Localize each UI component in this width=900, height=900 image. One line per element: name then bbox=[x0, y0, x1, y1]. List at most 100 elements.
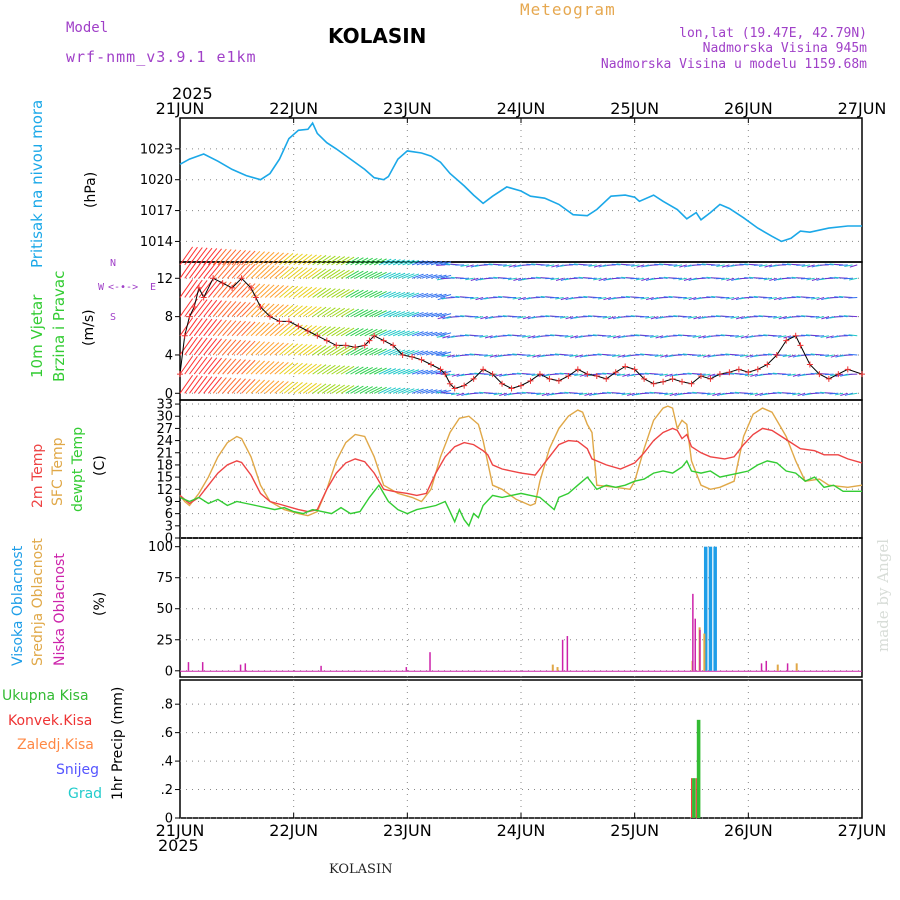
wind-arrow bbox=[489, 335, 498, 339]
wind-arrow bbox=[321, 307, 336, 318]
wind-arrow bbox=[340, 346, 355, 356]
wind-arrow bbox=[245, 283, 261, 298]
wind-arrow bbox=[373, 348, 387, 356]
wind-arrow bbox=[411, 273, 424, 279]
wind-arrow bbox=[849, 264, 858, 268]
wind-arrow bbox=[326, 365, 341, 375]
wind-arrow bbox=[807, 264, 815, 268]
wind-arrow bbox=[421, 350, 433, 356]
wind-arrow bbox=[383, 310, 397, 318]
wind-speed-marker bbox=[660, 378, 667, 385]
wind-arrow bbox=[350, 366, 364, 375]
wind-arrow bbox=[735, 335, 744, 338]
wind-speed-marker bbox=[177, 371, 183, 378]
wind-arrow bbox=[359, 290, 373, 298]
wind-arrow bbox=[848, 315, 858, 318]
wind-speed-marker bbox=[641, 375, 648, 382]
wind-arrow bbox=[560, 277, 569, 281]
wind-arrow bbox=[402, 369, 415, 375]
wind-arrow bbox=[193, 318, 208, 337]
wind-arrow bbox=[245, 360, 261, 375]
wind-arrow bbox=[479, 335, 488, 338]
temp-ytick-label: 15 bbox=[156, 471, 173, 486]
wind-arrow bbox=[430, 274, 443, 279]
wind-arrow bbox=[555, 277, 564, 281]
precip-label-total: Ukupna Kisa bbox=[2, 688, 89, 704]
wind-arrow bbox=[848, 334, 858, 337]
wind-arrow bbox=[231, 359, 246, 375]
wind-arrow bbox=[673, 334, 683, 337]
wind-arrow bbox=[359, 309, 373, 318]
wind-arrow bbox=[378, 310, 392, 318]
wind-arrow bbox=[773, 316, 782, 319]
wind-arrow bbox=[369, 386, 383, 394]
wind-speed-marker bbox=[371, 332, 378, 339]
wind-arrow bbox=[274, 252, 289, 266]
wind-arrow bbox=[397, 368, 410, 375]
wind-arrow bbox=[664, 392, 673, 396]
wind-arrow bbox=[312, 306, 327, 318]
wind-arrow bbox=[336, 256, 350, 266]
wind-arrow bbox=[212, 358, 227, 375]
wind-arrow bbox=[848, 353, 858, 356]
wind-arrow bbox=[307, 344, 322, 356]
wind-arrow bbox=[274, 362, 289, 375]
wind-arrow bbox=[317, 307, 332, 318]
wind-speed-marker bbox=[650, 380, 657, 387]
wind-arrow bbox=[388, 259, 401, 266]
wind-arrow bbox=[668, 315, 678, 318]
wind-arrow bbox=[792, 392, 801, 396]
wind-arrow bbox=[336, 346, 350, 356]
wind-arrow bbox=[392, 311, 406, 318]
wind-arrow bbox=[217, 339, 232, 356]
wind-arrow bbox=[407, 369, 420, 375]
wind-arrow bbox=[484, 354, 493, 357]
wind-arrow bbox=[198, 318, 213, 337]
wind-arrow bbox=[307, 383, 322, 394]
wind-ytick-label: 8 bbox=[165, 310, 173, 325]
wind-arrow bbox=[407, 388, 420, 394]
wind-arrow bbox=[231, 301, 246, 317]
wind-arrow bbox=[763, 277, 773, 281]
wind-arrow bbox=[326, 384, 341, 394]
wind-speed-marker bbox=[191, 304, 198, 311]
high-cloud-bar bbox=[713, 546, 717, 671]
wind-arrow bbox=[848, 296, 858, 299]
wind-arrow bbox=[437, 316, 446, 320]
wind-arrow bbox=[179, 355, 194, 375]
wind-arrow bbox=[430, 293, 443, 298]
wind-speed-marker bbox=[361, 342, 368, 349]
wind-speed-marker bbox=[446, 380, 453, 387]
wind-arrow bbox=[459, 334, 469, 337]
wind-arrow bbox=[673, 264, 683, 267]
compass-w: W bbox=[98, 282, 105, 293]
wind-arrow bbox=[641, 277, 650, 281]
conv-precip-bar bbox=[695, 778, 697, 818]
wind-arrow bbox=[241, 283, 256, 298]
wind-arrow bbox=[848, 277, 858, 281]
wind-arrow bbox=[279, 304, 294, 318]
wind-speed-marker bbox=[380, 337, 387, 344]
wind-arrow bbox=[844, 264, 853, 268]
wind-arrow bbox=[369, 309, 383, 318]
wind-arrow bbox=[331, 288, 346, 298]
wind-arrow bbox=[674, 392, 683, 396]
wind-arrow bbox=[810, 316, 820, 318]
wind-arrow bbox=[245, 341, 261, 356]
wind-arrow bbox=[269, 304, 284, 317]
wind-arrow bbox=[231, 378, 246, 394]
wind-arrow bbox=[264, 265, 280, 279]
wind-arrow bbox=[388, 387, 401, 394]
wind-arrow bbox=[203, 261, 218, 279]
wind-arrow bbox=[198, 337, 213, 356]
wind-arrow bbox=[796, 315, 806, 318]
wind-arrow bbox=[840, 392, 848, 397]
wind-arrow bbox=[772, 392, 782, 394]
wind-arrow bbox=[726, 277, 735, 282]
wind-arrow bbox=[570, 335, 578, 339]
wind-arrow bbox=[250, 283, 265, 298]
wind-arrow bbox=[574, 354, 583, 358]
wind-speed-marker bbox=[716, 371, 723, 378]
wind-arrow bbox=[397, 292, 410, 298]
x-tick-label-bottom: 26JUN bbox=[724, 821, 773, 840]
